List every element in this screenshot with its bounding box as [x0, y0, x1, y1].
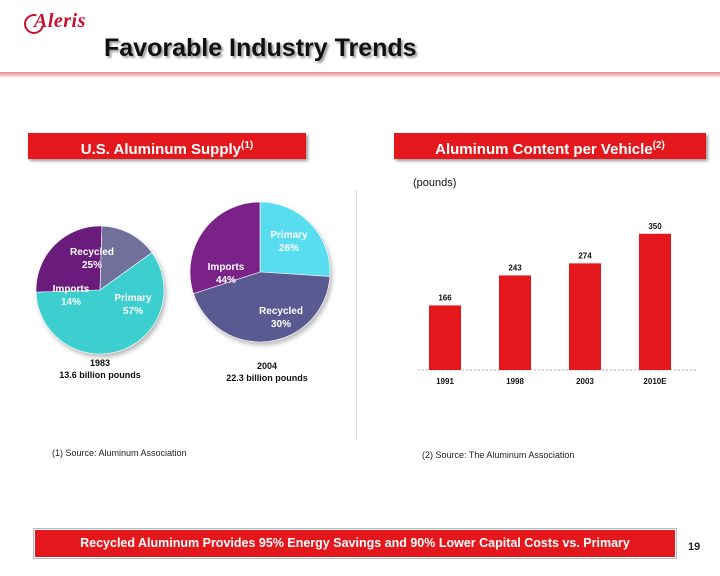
pie-1983-slice-imports [99, 225, 153, 291]
page-number: 19 [688, 541, 701, 553]
pie-2004-slice-imports [193, 271, 331, 343]
content-source-note: (2) Source: The Aluminum Association [422, 450, 575, 460]
pie-1983-slice-primary [35, 252, 165, 355]
pie-1983-primary-label: Primary [114, 293, 152, 304]
pie-2004-recycled-value: 30% [271, 319, 291, 330]
vehicle-content-bar-chart: 166 1991 243 1998 274 2003 350 2010E [418, 222, 698, 386]
pie-2004-primary-value: 26% [279, 243, 299, 254]
pie-2004-primary-label: Primary [270, 230, 308, 241]
pie-2004-caption-year: 2004 [257, 361, 277, 371]
supply-pie-charts: Recycled 25% Imports 14% Primary 57% 198… [35, 201, 331, 383]
pie-2004-imports-value: 44% [216, 275, 236, 286]
content-header-text: Aluminum Content per Vehicle [435, 141, 653, 158]
bar-2010e [639, 233, 671, 370]
bar-chart-bars: 166 1991 243 1998 274 2003 350 2010E [429, 222, 671, 386]
supply-header-text: U.S. Aluminum Supply [80, 141, 242, 158]
bar-2003 [569, 263, 601, 370]
bar-value-label-1991: 166 [438, 293, 452, 302]
pie-2004 [189, 201, 331, 343]
bar-value-label-2003: 274 [578, 251, 592, 260]
content-header-note: (2) [652, 140, 665, 151]
content-header: Aluminum Content per Vehicle(2) [394, 133, 706, 159]
bar-value-label-2010e: 350 [648, 222, 662, 231]
pie-1983-recycled-label: Recycled [70, 247, 114, 258]
pie-2004-slice-recycled [189, 201, 261, 295]
bar-value-label-1998: 243 [508, 263, 522, 272]
bottom-banner: Recycled Aluminum Provides 95% Energy Sa… [34, 529, 676, 558]
pie-1983-slice-recycled [35, 225, 103, 293]
bar-category-label-1991: 1991 [436, 377, 454, 386]
logo-text: Aleris [34, 10, 86, 32]
pie-2004-imports-label: Imports [208, 262, 245, 273]
supply-header: U.S. Aluminum Supply(1) [28, 133, 306, 159]
supply-source-note: (1) Source: Aluminum Association [52, 448, 187, 458]
pie-1983-caption-year: 1983 [90, 358, 110, 368]
pie-1983-imports-value: 14% [61, 297, 81, 308]
pie-1983-caption-amount: 13.6 billion pounds [59, 370, 141, 380]
pie-1983-imports-label: Imports [53, 284, 90, 295]
unit-label: (pounds) [413, 177, 457, 189]
pie-2004-caption-amount: 22.3 billion pounds [226, 373, 308, 383]
pie-1983 [35, 225, 165, 355]
bar-category-label-2003: 2003 [576, 377, 594, 386]
bar-1991 [429, 305, 461, 370]
title-rule [0, 72, 720, 78]
aleris-logo: Aleris [20, 6, 92, 38]
supply-header-note: (1) [241, 140, 254, 151]
pie-1983-primary-value: 57% [123, 306, 143, 317]
page-title: Favorable Industry Trends [104, 34, 417, 62]
pie-2004-slice-primary [259, 201, 331, 277]
bar-1998 [499, 275, 531, 370]
panel-divider [356, 190, 357, 440]
bar-category-label-2010e: 2010E [643, 377, 667, 386]
bar-category-label-1998: 1998 [506, 377, 524, 386]
pie-2004-recycled-label: Recycled [259, 306, 303, 317]
pie-1983-recycled-value: 25% [82, 260, 102, 271]
